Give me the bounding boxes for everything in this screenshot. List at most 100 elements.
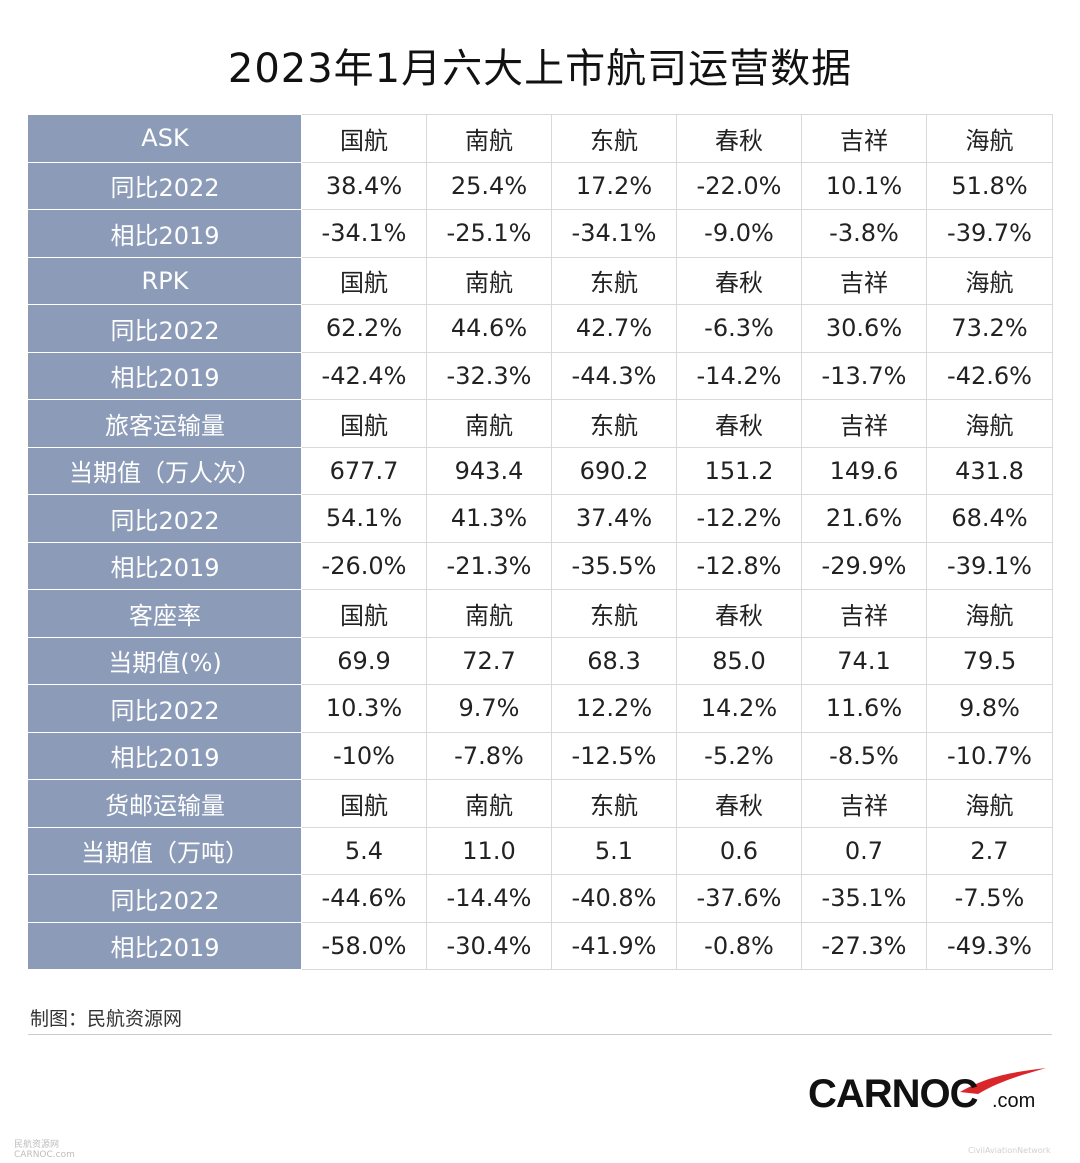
row-label: 当期值（万吨） <box>28 826 302 875</box>
row-label: 同比2022 <box>28 304 302 353</box>
table-cell: 东航 <box>551 399 677 448</box>
table-cell: 44.6% <box>426 304 552 353</box>
table-cell: -26.0% <box>301 541 427 590</box>
table-cell: 国航 <box>301 589 427 638</box>
table-cell: 南航 <box>426 589 552 638</box>
table-cell: -7.5% <box>926 874 1053 923</box>
table-cell: -42.6% <box>926 351 1053 400</box>
table-cell: 国航 <box>301 399 427 448</box>
table-row: 当期值(%) 69.9 72.7 68.3 85.0 74.1 79.5 <box>28 636 1053 685</box>
table-cell: -25.1% <box>426 209 552 258</box>
table-cell: -7.8% <box>426 731 552 780</box>
divider <box>28 1034 1052 1035</box>
table-cell: 431.8 <box>926 446 1053 495</box>
table-cell: 2.7 <box>926 826 1053 875</box>
table-cell: 54.1% <box>301 494 427 543</box>
table-cell: 30.6% <box>801 304 927 353</box>
table-cell: -41.9% <box>551 921 677 970</box>
table-cell: 东航 <box>551 114 677 163</box>
row-label: 相比2019 <box>28 351 302 400</box>
carnoc-logo: CARNOC .com <box>808 1066 1048 1116</box>
table-cell: 17.2% <box>551 161 677 210</box>
table-cell: -3.8% <box>801 209 927 258</box>
watermark-line: 民航资源网 <box>14 1140 60 1150</box>
table-cell: -12.2% <box>676 494 802 543</box>
table-cell: -8.5% <box>801 731 927 780</box>
table-row: RPK 国航 南航 东航 春秋 吉祥 海航 <box>28 256 1053 305</box>
row-label: 相比2019 <box>28 731 302 780</box>
table-cell: 南航 <box>426 114 552 163</box>
logo-domain: .com <box>992 1090 1036 1112</box>
table-cell: -44.6% <box>301 874 427 923</box>
table-cell: 42.7% <box>551 304 677 353</box>
table-cell: -49.3% <box>926 921 1053 970</box>
logo-word: CARNOC <box>808 1072 979 1116</box>
watermark-right: CivilAviationNetwork <box>968 1146 1051 1155</box>
table-cell: -12.5% <box>551 731 677 780</box>
table-cell: -39.1% <box>926 541 1053 590</box>
table-cell: 151.2 <box>676 446 802 495</box>
table-row: 当期值（万吨） 5.4 11.0 5.1 0.6 0.7 2.7 <box>28 826 1053 875</box>
table-row: 同比2022 10.3% 9.7% 12.2% 14.2% 11.6% 9.8% <box>28 684 1053 733</box>
table-row: 相比2019 -58.0% -30.4% -41.9% -0.8% -27.3% -49.3… <box>28 921 1053 970</box>
table-cell: 春秋 <box>676 256 802 305</box>
table-cell: 国航 <box>301 256 427 305</box>
table-cell: 11.0 <box>426 826 552 875</box>
table-cell: -29.9% <box>801 541 927 590</box>
watermark-left: 民航资源网 CARNOC.com <box>14 1140 75 1160</box>
watermark-line: CARNOC.com <box>14 1150 75 1160</box>
table-row: ASK 国航 南航 东航 春秋 吉祥 海航 <box>28 114 1053 163</box>
table-cell: -35.1% <box>801 874 927 923</box>
table-cell: 68.4% <box>926 494 1053 543</box>
table-cell: 吉祥 <box>801 256 927 305</box>
table-cell: -9.0% <box>676 209 802 258</box>
table-cell: -32.3% <box>426 351 552 400</box>
table-cell: -6.3% <box>676 304 802 353</box>
table-cell: -34.1% <box>301 209 427 258</box>
table-cell: 国航 <box>301 779 427 828</box>
table-cell: -42.4% <box>301 351 427 400</box>
table-cell: 国航 <box>301 114 427 163</box>
table-cell: -21.3% <box>426 541 552 590</box>
table-cell: 吉祥 <box>801 114 927 163</box>
table-cell: 春秋 <box>676 779 802 828</box>
page-title: 2023年1月六大上市航司运营数据 <box>227 46 853 92</box>
row-label: RPK <box>28 256 302 305</box>
table-cell: 73.2% <box>926 304 1053 353</box>
table-cell: 74.1 <box>801 636 927 685</box>
table-cell: 37.4% <box>551 494 677 543</box>
table-cell: 149.6 <box>801 446 927 495</box>
table-cell: 春秋 <box>676 399 802 448</box>
row-label: 货邮运输量 <box>28 779 302 828</box>
table-cell: -27.3% <box>801 921 927 970</box>
table-cell: 11.6% <box>801 684 927 733</box>
table-cell: 东航 <box>551 779 677 828</box>
table-cell: 吉祥 <box>801 589 927 638</box>
table-cell: -10.7% <box>926 731 1053 780</box>
table-cell: 690.2 <box>551 446 677 495</box>
table-cell: 海航 <box>926 399 1053 448</box>
row-label: 相比2019 <box>28 921 302 970</box>
table-cell: 南航 <box>426 779 552 828</box>
table-row: 相比2019 -10% -7.8% -12.5% -5.2% -8.5% -10.7% <box>28 731 1053 780</box>
table-cell: -5.2% <box>676 731 802 780</box>
table-cell: 9.7% <box>426 684 552 733</box>
table-cell: 21.6% <box>801 494 927 543</box>
table-cell: 38.4% <box>301 161 427 210</box>
table-cell: 海航 <box>926 589 1053 638</box>
row-label: 同比2022 <box>28 684 302 733</box>
table-cell: -35.5% <box>551 541 677 590</box>
table-cell: -34.1% <box>551 209 677 258</box>
row-label: 同比2022 <box>28 494 302 543</box>
table-cell: 85.0 <box>676 636 802 685</box>
table-cell: 79.5 <box>926 636 1053 685</box>
table-cell: 吉祥 <box>801 779 927 828</box>
table-cell: 10.1% <box>801 161 927 210</box>
source-credit: 制图：民航资源网 <box>30 1008 183 1030</box>
table-row: 同比2022 38.4% 25.4% 17.2% -22.0% 10.1% 51.8% <box>28 161 1053 210</box>
table-cell: -12.8% <box>676 541 802 590</box>
table-cell: 10.3% <box>301 684 427 733</box>
table-cell: -13.7% <box>801 351 927 400</box>
row-label: 同比2022 <box>28 874 302 923</box>
table-cell: -14.2% <box>676 351 802 400</box>
